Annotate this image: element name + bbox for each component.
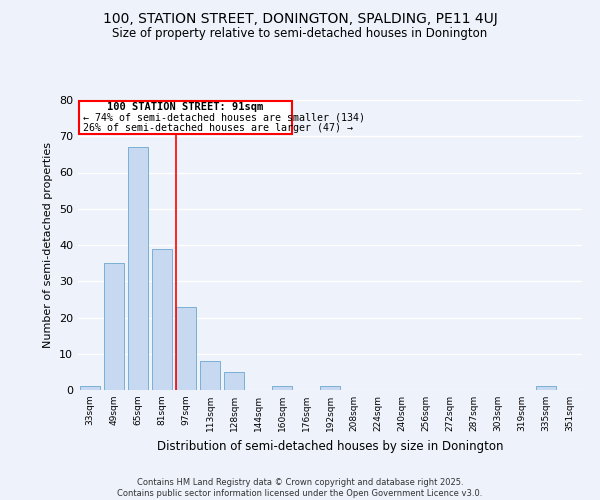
Bar [128, 147, 148, 390]
FancyBboxPatch shape [79, 100, 292, 134]
Bar [104, 263, 124, 390]
Bar [200, 361, 220, 390]
Bar [176, 306, 196, 390]
Bar [152, 248, 172, 390]
X-axis label: Distribution of semi-detached houses by size in Donington: Distribution of semi-detached houses by … [157, 440, 503, 452]
Y-axis label: Number of semi-detached properties: Number of semi-detached properties [43, 142, 53, 348]
Text: 26% of semi-detached houses are larger (47) →: 26% of semi-detached houses are larger (… [83, 122, 353, 132]
Text: 100 STATION STREET: 91sqm: 100 STATION STREET: 91sqm [107, 102, 263, 113]
Bar [320, 386, 340, 390]
Bar [272, 386, 292, 390]
Text: Contains HM Land Registry data © Crown copyright and database right 2025.
Contai: Contains HM Land Registry data © Crown c… [118, 478, 482, 498]
Text: 100, STATION STREET, DONINGTON, SPALDING, PE11 4UJ: 100, STATION STREET, DONINGTON, SPALDING… [103, 12, 497, 26]
Text: Size of property relative to semi-detached houses in Donington: Size of property relative to semi-detach… [112, 28, 488, 40]
Bar [80, 386, 100, 390]
Bar [224, 372, 244, 390]
Text: ← 74% of semi-detached houses are smaller (134): ← 74% of semi-detached houses are smalle… [83, 112, 365, 122]
Bar [536, 386, 556, 390]
